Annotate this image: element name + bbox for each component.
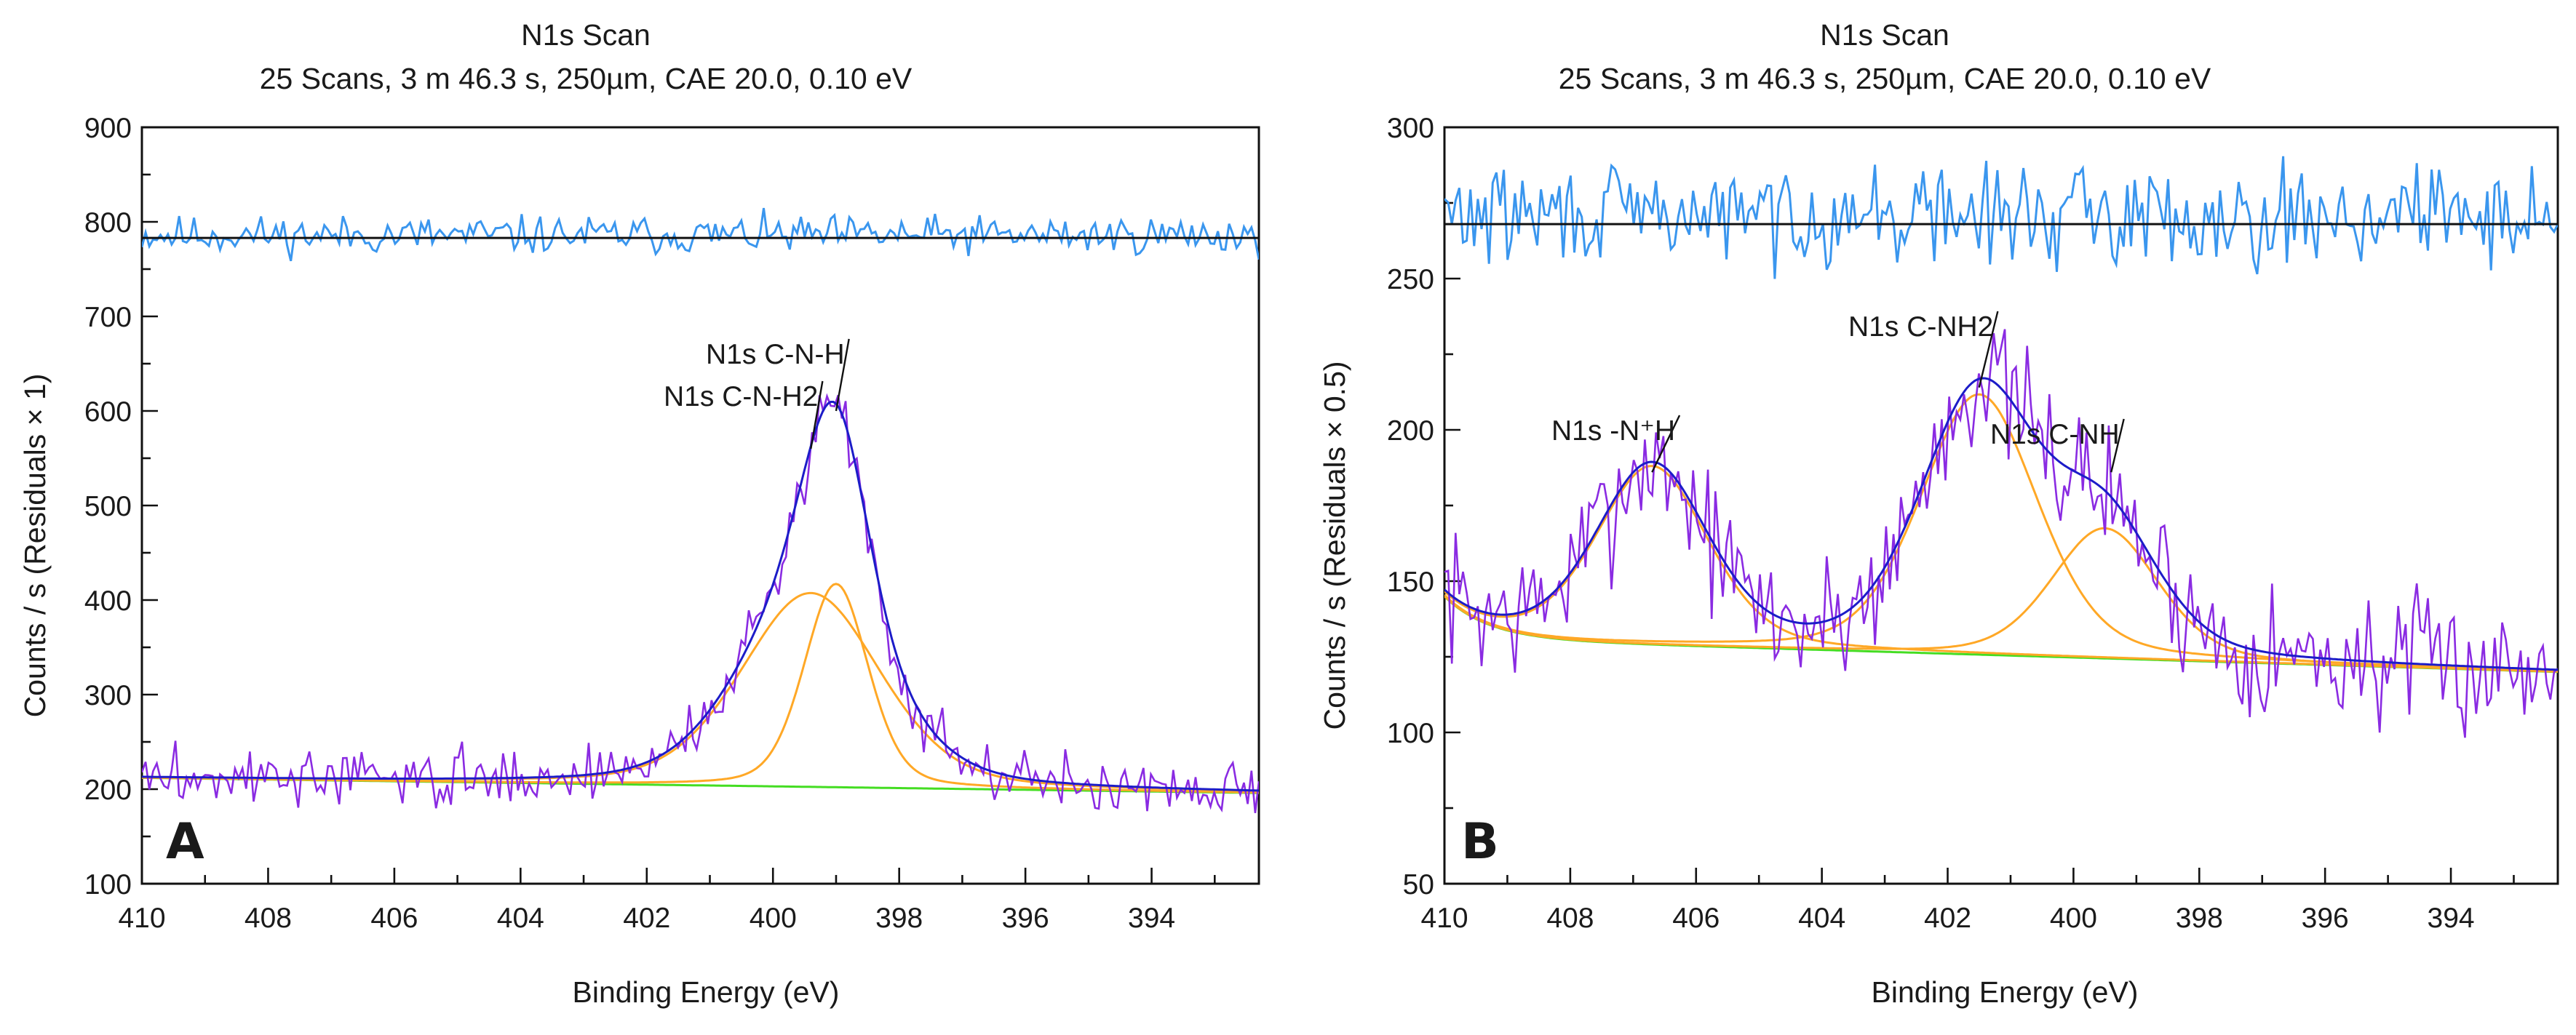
y-tick-label: 900: [84, 113, 132, 144]
x-tick-label: 408: [1546, 903, 1594, 934]
plot-area-a: 410 408 406 404 402 400 398 396 394 100 200 300 400…: [84, 113, 1260, 934]
y-tick-label: 100: [84, 869, 132, 900]
y-axis-label-b: Counts / s (Residuals × 0.5): [1318, 361, 1351, 730]
plot-lines-a: [142, 207, 1259, 813]
raw-spectrum-b: [1444, 329, 2558, 738]
x-axis-label-a: Binding Energy (eV): [573, 975, 840, 1009]
fit-envelope-a: [142, 401, 1259, 792]
x-tick-label: 404: [1798, 903, 1845, 934]
chart-subtitle-b: 25 Scans, 3 m 46.3 s, 250µm, CAE 20.0, 0…: [1559, 62, 2211, 95]
x-tick-label: 398: [875, 903, 923, 934]
peak-components-a: [142, 583, 1259, 794]
panel-label-a: A: [166, 813, 204, 871]
chart-panel-b: N1s Scan 25 Scans, 3 m 46.3 s, 250µm, CA…: [1318, 18, 2559, 1009]
x-axis-label-b: Binding Energy (eV): [1872, 975, 2139, 1009]
x-tick-label: 402: [623, 903, 670, 934]
y-axis-label-a: Counts / s (Residuals × 1): [18, 374, 52, 718]
x-tick-label: 408: [245, 903, 292, 934]
x-tick-label: 406: [1672, 903, 1720, 934]
x-tick-label: 398: [2176, 903, 2223, 934]
y-tick-label: 500: [84, 491, 132, 522]
x-tick-label: 400: [2050, 903, 2097, 934]
y-tick-label: 250: [1387, 264, 1434, 295]
x-tick-label: 394: [2428, 903, 2475, 934]
residuals-line-b: [1444, 156, 2558, 279]
peak-component: [142, 591, 1259, 793]
y-tick-label: 300: [84, 680, 132, 711]
y-tick-label: 100: [1387, 718, 1434, 749]
chart-title-b: N1s Scan: [1820, 18, 1949, 52]
y-tick-label: 400: [84, 586, 132, 617]
x-tick-label: 394: [1128, 903, 1175, 934]
peak-label-cnh2: N1s C-N-H2: [664, 381, 818, 412]
x-tick-label: 404: [497, 903, 544, 934]
x-tick-label: 402: [1924, 903, 1971, 934]
x-ticks-a: 410 408 406 404 402 400 398 396 394: [118, 868, 1216, 934]
leader-line: [810, 380, 824, 449]
y-tick-label: 300: [1387, 113, 1434, 144]
raw-spectrum-a: [142, 393, 1259, 813]
plot-frame-a: [140, 126, 1260, 885]
y-tick-label: 700: [84, 302, 132, 333]
x-tick-label: 396: [1002, 903, 1049, 934]
x-tick-label: 400: [750, 903, 797, 934]
leader-line: [1978, 311, 1999, 388]
peak-label-cnh2: N1s C-NH2: [1848, 311, 1993, 343]
residuals-line-a: [142, 207, 1259, 262]
x-tick-label: 410: [1420, 903, 1468, 934]
y-ticks-b: 50 100 150 200 250 300: [1387, 113, 1460, 900]
y-tick-label: 200: [1387, 415, 1434, 447]
leader-line: [835, 338, 850, 412]
x-tick-label: 410: [118, 903, 165, 934]
y-tick-label: 150: [1387, 567, 1434, 598]
plot-area-b: 410 408 406 404 402 400 398 396 394 50 100 150 200 2…: [1387, 113, 2559, 934]
peak-label-nplus-h: N1s -N⁺H: [1551, 415, 1675, 447]
annotations-a: N1s C-N-H N1s C-N-H2: [664, 338, 850, 449]
chart-title-a: N1s Scan: [521, 18, 651, 52]
panel-label-b: B: [1461, 813, 1499, 871]
x-ticks-b: 410 408 406 404 402 400 398 396 394: [1420, 868, 2515, 934]
y-tick-label: 200: [84, 775, 132, 806]
x-tick-label: 406: [370, 903, 418, 934]
y-ticks-a: 100 200 300 400 500 600 700 800 900: [84, 113, 158, 900]
leader-line: [2110, 418, 2125, 473]
peak-label-cnh: N1s C-N-H: [706, 339, 845, 370]
leader-line: [1651, 415, 1681, 473]
y-tick-label: 600: [84, 396, 132, 428]
fit-envelope-b: [1444, 377, 2558, 671]
peak-label-cnh: N1s C-NH: [1990, 419, 2120, 450]
peak-component: [142, 583, 1259, 794]
y-tick-label: 800: [84, 207, 132, 239]
peak-component: [1444, 527, 2558, 673]
y-tick-label: 50: [1403, 869, 1434, 900]
annotations-b: N1s -N⁺H N1s C-NH2 N1s C-NH: [1551, 311, 2125, 473]
plot-lines-b: [1444, 156, 2558, 738]
chart-subtitle-a: 25 Scans, 3 m 46.3 s, 250µm, CAE 20.0, 0…: [260, 62, 913, 95]
x-tick-label: 396: [2302, 903, 2349, 934]
chart-panel-a: N1s Scan 25 Scans, 3 m 46.3 s, 250µm, CA…: [18, 18, 1260, 1009]
